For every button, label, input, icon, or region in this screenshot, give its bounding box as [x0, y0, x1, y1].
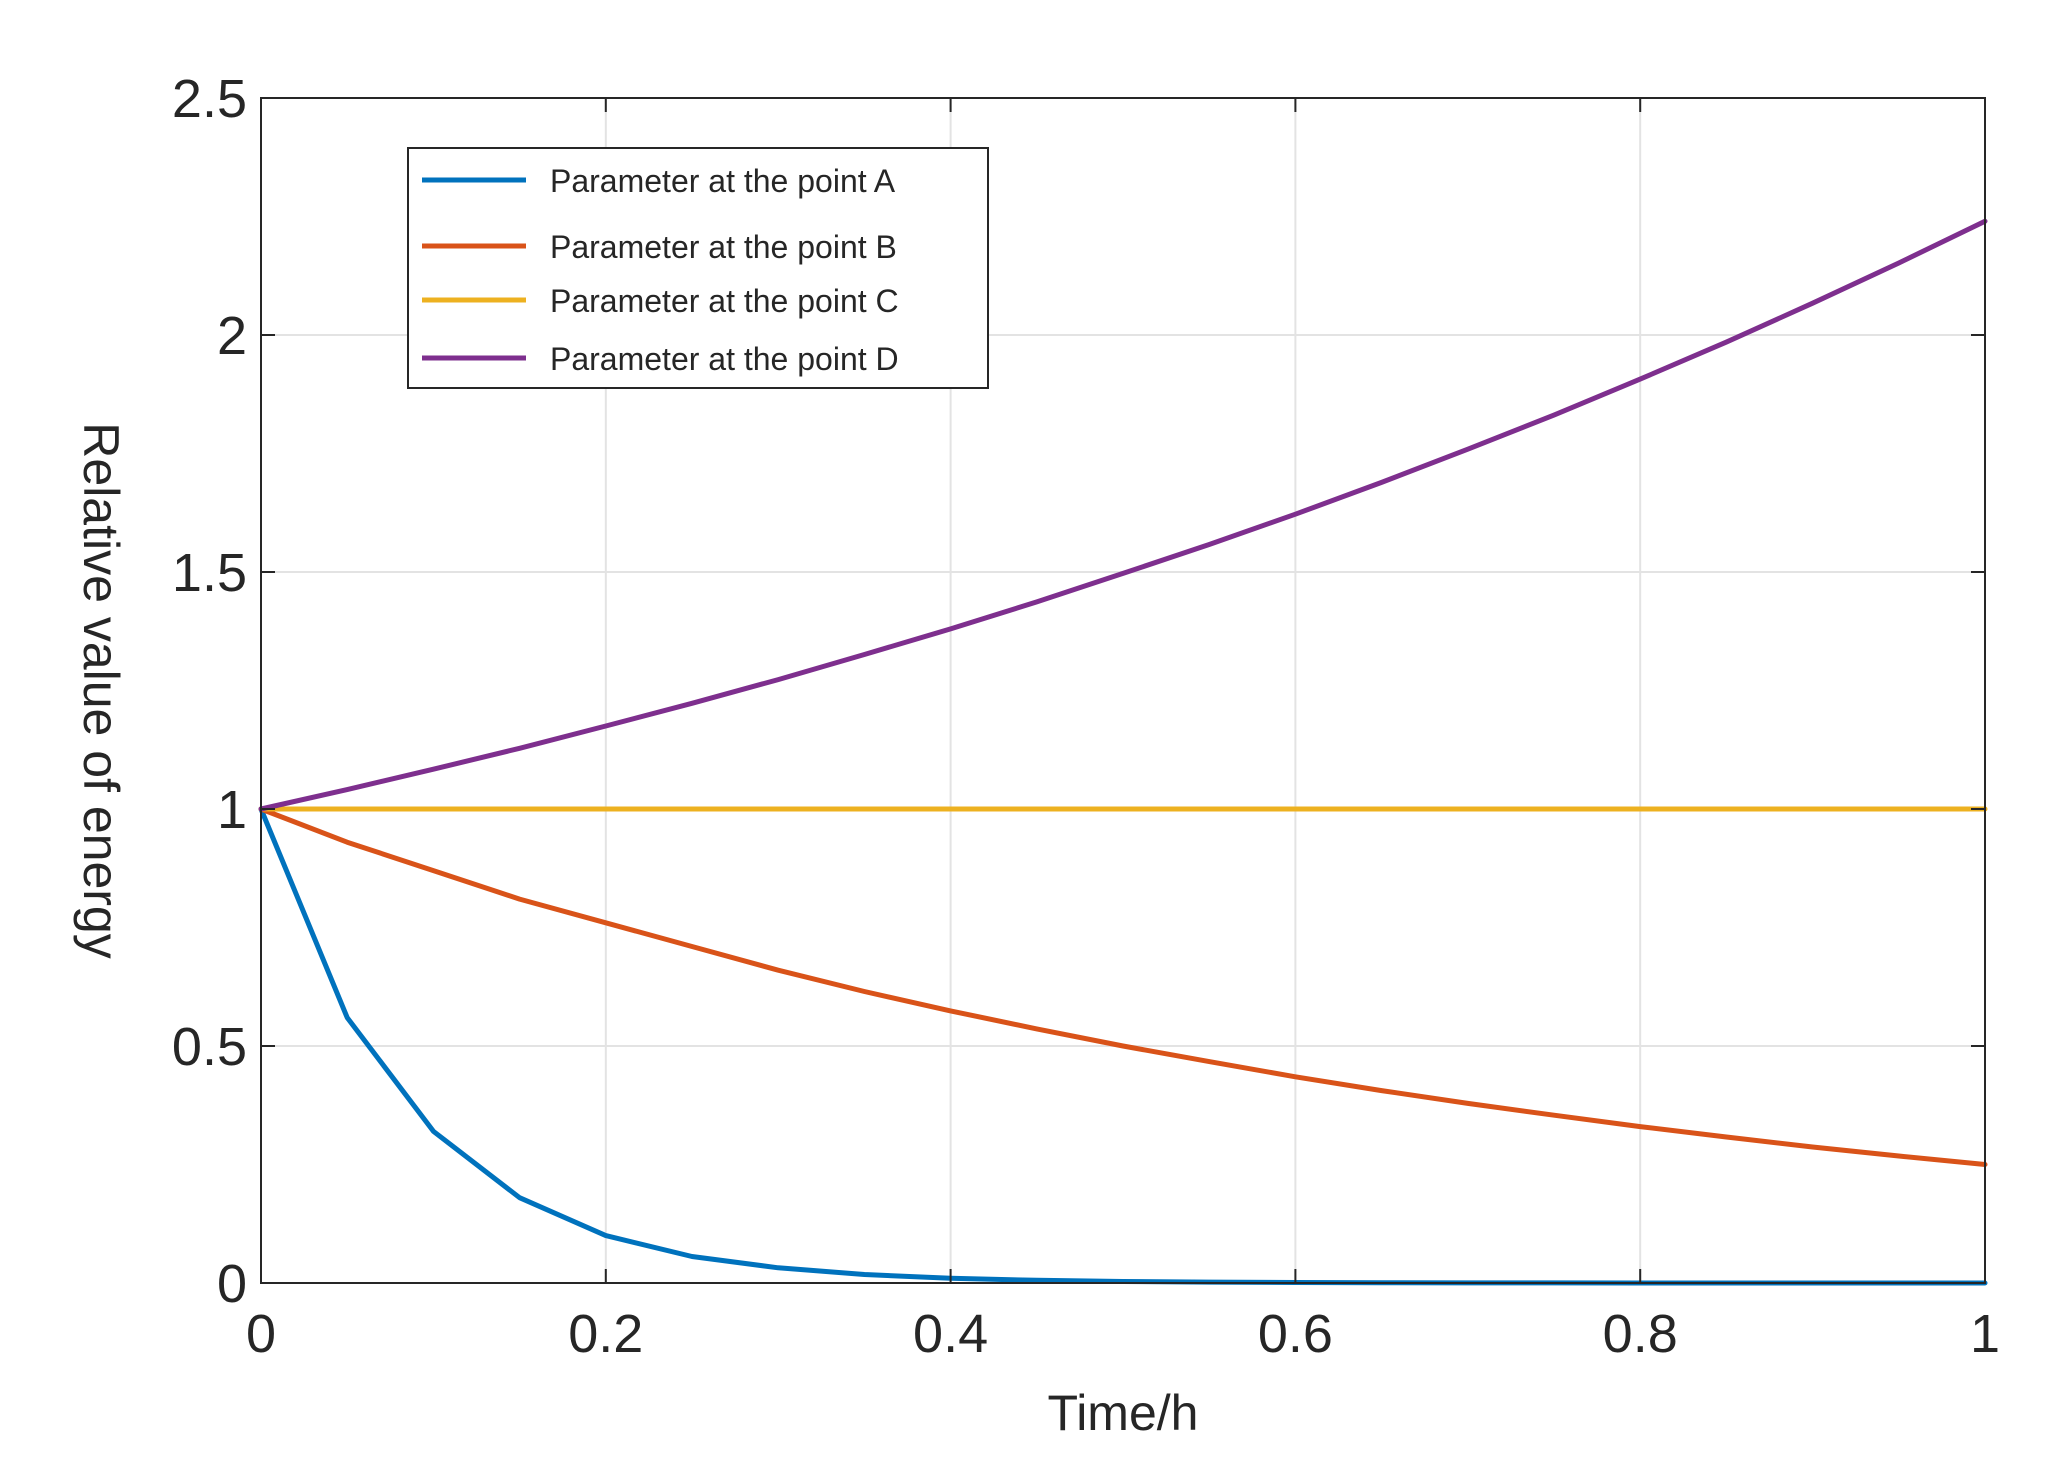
- legend-label-b: Parameter at the point B: [550, 229, 897, 265]
- series-line-b: [258, 806, 1988, 1167]
- axis-ticks: 0 0.2 0.4 0.6 0.8 1 0 0.5 1 1.5 2 2.5: [172, 69, 2000, 1364]
- legend-label-c: Parameter at the point C: [550, 283, 899, 319]
- x-tick-label: 0: [246, 1304, 276, 1364]
- x-tick-label: 0.2: [568, 1304, 643, 1364]
- y-tick-label: 1.5: [172, 543, 247, 603]
- legend-label-d: Parameter at the point D: [550, 341, 899, 377]
- legend-label-a: Parameter at the point A: [550, 163, 896, 199]
- x-tick-label: 0.8: [1603, 1304, 1678, 1364]
- y-tick-label: 2: [217, 306, 247, 366]
- y-tick-label: 1: [217, 780, 247, 840]
- series-line-d: [258, 218, 1988, 812]
- x-tick-label: 1: [1970, 1304, 2000, 1364]
- y-tick-label: 0.5: [172, 1017, 247, 1077]
- x-axis-label: Time/h: [1048, 1385, 1199, 1441]
- x-tick-label: 0.4: [913, 1304, 988, 1364]
- legend-box: [407, 147, 989, 389]
- y-tick-label: 2.5: [172, 69, 247, 129]
- y-axis-label: Relative value of energy: [73, 422, 129, 958]
- y-tick-label: 0: [217, 1254, 247, 1314]
- legend: Parameter at the point A Parameter at the…: [407, 147, 989, 389]
- x-tick-label: 0.6: [1258, 1304, 1333, 1364]
- axes-frame: [260, 97, 1986, 1284]
